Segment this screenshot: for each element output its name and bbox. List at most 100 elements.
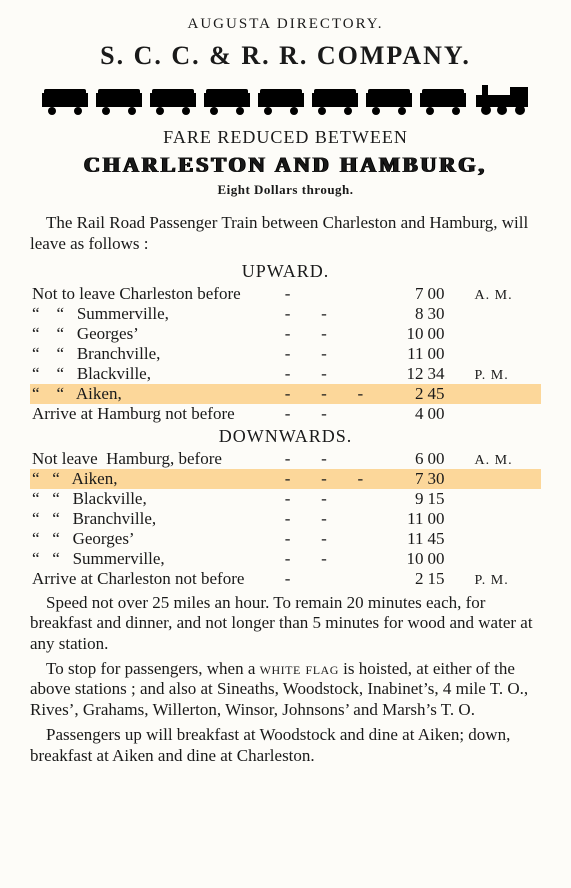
- time-ampm: [473, 304, 541, 324]
- leader-dash: -: [306, 404, 342, 424]
- time-minute: 00: [426, 344, 473, 364]
- leader-dash: -: [269, 509, 305, 529]
- leader-dash: [342, 284, 378, 304]
- leader-dash: -: [306, 384, 342, 404]
- schedule-row: “ “ Branchville,--1100: [30, 509, 541, 529]
- rail-car-icon: [202, 85, 252, 115]
- leader-dash: -: [306, 549, 342, 569]
- time-ampm: P. M.: [473, 364, 541, 384]
- schedule-row: “ “ Aiken,---730: [30, 469, 541, 489]
- time-minute: 00: [426, 404, 473, 424]
- schedule-row: Not to leave Charleston before-700A. M.: [30, 284, 541, 304]
- schedule-row: “ “ Georges’--1145: [30, 529, 541, 549]
- time-hour: 8: [378, 304, 425, 324]
- white-flag-text: white flag: [260, 659, 339, 678]
- station-label: Arrive at Hamburg not before: [30, 404, 269, 424]
- leader-dash: [342, 529, 378, 549]
- leader-dash: -: [306, 529, 342, 549]
- body-paragraphs: Speed not over 25 miles an hour. To rema…: [30, 593, 541, 767]
- leader-dash: -: [342, 469, 378, 489]
- rail-car-icon: [94, 85, 144, 115]
- downwards-schedule-table: Not leave Hamburg, before--600A. M.“ “ A…: [30, 449, 541, 589]
- time-ampm: [473, 469, 541, 489]
- leader-dash: [306, 569, 342, 589]
- station-label: “ “ Summerville,: [30, 549, 269, 569]
- station-label: “ “ Blackville,: [30, 489, 269, 509]
- time-ampm: [473, 404, 541, 424]
- leader-dash: -: [342, 384, 378, 404]
- station-label: “ “ Branchville,: [30, 344, 269, 364]
- leader-dash: -: [306, 449, 342, 469]
- leader-dash: -: [306, 509, 342, 529]
- upward-title: UPWARD.: [30, 261, 541, 282]
- leader-dash: -: [269, 549, 305, 569]
- body-paragraph: To stop for passengers, when a white fla…: [30, 659, 541, 721]
- intro-paragraph: The Rail Road Passenger Train between Ch…: [30, 212, 541, 255]
- rail-car-icon: [148, 85, 198, 115]
- leader-dash: [342, 449, 378, 469]
- rail-car-icon: [364, 85, 414, 115]
- schedule-row: “ “ Branchville,--1100: [30, 344, 541, 364]
- time-minute: 00: [426, 509, 473, 529]
- time-hour: 11: [378, 344, 425, 364]
- body-paragraph: Passengers up will breakfast at Woodstoc…: [30, 725, 541, 766]
- time-hour: 10: [378, 324, 425, 344]
- station-label: “ “ Summerville,: [30, 304, 269, 324]
- leader-dash: -: [306, 344, 342, 364]
- time-hour: 6: [378, 449, 425, 469]
- leader-dash: [342, 304, 378, 324]
- time-minute: 00: [426, 549, 473, 569]
- leader-dash: -: [269, 384, 305, 404]
- leader-dash: -: [269, 284, 305, 304]
- schedule-row: “ “ Aiken,---245: [30, 384, 541, 404]
- station-label: “ “ Aiken,: [30, 469, 269, 489]
- time-ampm: [473, 384, 541, 404]
- station-label: “ “ Georges’: [30, 324, 269, 344]
- leader-dash: -: [306, 304, 342, 324]
- time-hour: 4: [378, 404, 425, 424]
- body-paragraph: Speed not over 25 miles an hour. To rema…: [30, 593, 541, 655]
- leader-dash: -: [269, 364, 305, 384]
- time-ampm: P. M.: [473, 569, 541, 589]
- leader-dash: -: [306, 469, 342, 489]
- time-hour: 7: [378, 284, 425, 304]
- time-minute: 00: [426, 324, 473, 344]
- locomotive-icon: [472, 81, 532, 115]
- leader-dash: [306, 284, 342, 304]
- time-hour: 12: [378, 364, 425, 384]
- downwards-title: DOWNWARDS.: [30, 426, 541, 447]
- leader-dash: [342, 569, 378, 589]
- time-ampm: A. M.: [473, 449, 541, 469]
- time-minute: 00: [426, 284, 473, 304]
- leader-dash: [342, 364, 378, 384]
- company-name: S. C. C. & R. R. COMPANY.: [30, 41, 541, 71]
- leader-dash: -: [269, 324, 305, 344]
- rail-car-icon: [310, 85, 360, 115]
- time-ampm: [473, 324, 541, 344]
- leader-dash: -: [269, 404, 305, 424]
- leader-dash: -: [269, 469, 305, 489]
- time-minute: 30: [426, 304, 473, 324]
- schedule-row: “ “ Georges’--1000: [30, 324, 541, 344]
- time-hour: 11: [378, 509, 425, 529]
- time-minute: 34: [426, 364, 473, 384]
- time-hour: 11: [378, 529, 425, 549]
- leader-dash: [342, 509, 378, 529]
- leader-dash: -: [306, 324, 342, 344]
- station-label: “ “ Branchville,: [30, 509, 269, 529]
- schedule-row: “ “ Blackville,--1234P. M.: [30, 364, 541, 384]
- station-label: “ “ Blackville,: [30, 364, 269, 384]
- leader-dash: -: [269, 569, 305, 589]
- route-line: CHARLESTON AND HAMBURG,: [30, 152, 541, 178]
- leader-dash: -: [269, 449, 305, 469]
- leader-dash: -: [306, 364, 342, 384]
- leader-dash: -: [306, 489, 342, 509]
- time-ampm: [473, 509, 541, 529]
- leader-dash: [342, 324, 378, 344]
- leader-dash: [342, 489, 378, 509]
- station-label: Arrive at Charleston not before: [30, 569, 269, 589]
- time-ampm: A. M.: [473, 284, 541, 304]
- time-hour: 2: [378, 384, 425, 404]
- time-ampm: [473, 529, 541, 549]
- document-page: AUGUSTA DIRECTORY. S. C. C. & R. R. COMP…: [0, 0, 571, 888]
